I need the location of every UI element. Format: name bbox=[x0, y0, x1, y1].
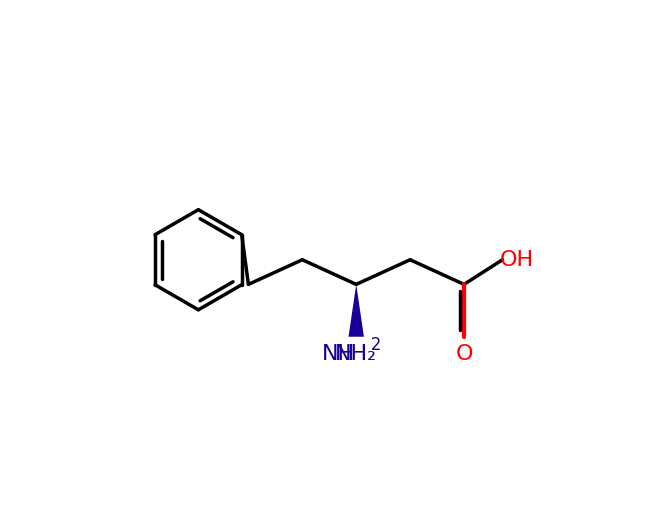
Text: NH: NH bbox=[322, 344, 355, 363]
Text: NH₂: NH₂ bbox=[335, 344, 377, 363]
Text: OH: OH bbox=[499, 250, 534, 270]
Text: O: O bbox=[455, 344, 473, 363]
Polygon shape bbox=[348, 285, 364, 337]
Text: 2: 2 bbox=[355, 335, 381, 354]
